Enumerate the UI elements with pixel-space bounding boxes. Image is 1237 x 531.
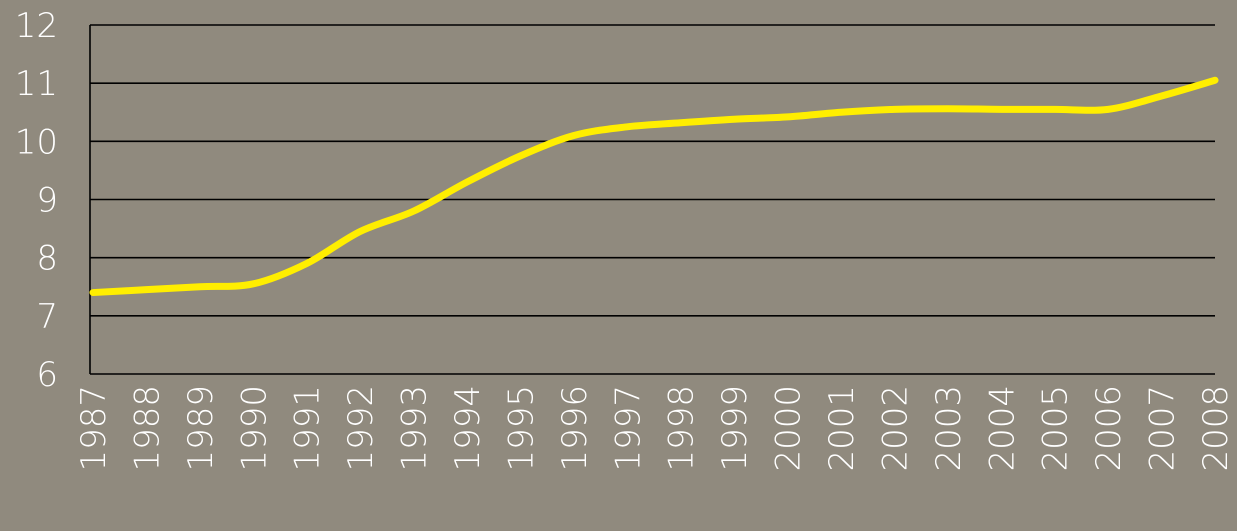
grid-lines bbox=[90, 24, 1215, 375]
series-line bbox=[89, 76, 1219, 297]
x-tick-label: 1993 bbox=[395, 385, 435, 472]
y-tick-label: 12 bbox=[15, 6, 58, 46]
x-tick-label: 2003 bbox=[929, 385, 969, 472]
x-tick-label: 1992 bbox=[341, 385, 381, 472]
y-tick-label: 9 bbox=[36, 181, 58, 221]
series-layer bbox=[89, 76, 1219, 297]
x-tick-label: 2005 bbox=[1036, 385, 1076, 472]
x-tick-label: 2002 bbox=[875, 385, 915, 472]
y-axis: 6 7 8 9 10 11 12 bbox=[15, 6, 91, 395]
x-tick-label: 1994 bbox=[448, 385, 488, 472]
x-tick-label: 2004 bbox=[982, 385, 1022, 472]
y-tick-label: 10 bbox=[15, 122, 58, 162]
x-tick-label: 1991 bbox=[288, 385, 328, 472]
x-tick-label: 2006 bbox=[1089, 385, 1129, 472]
x-tick-label: 2007 bbox=[1143, 385, 1183, 472]
x-tick-label: 2001 bbox=[822, 385, 862, 472]
x-tick-label: 1988 bbox=[127, 385, 167, 472]
y-tick-label: 8 bbox=[36, 239, 58, 279]
x-tick-label: 1987 bbox=[74, 385, 114, 472]
x-tick-label: 1998 bbox=[662, 385, 702, 472]
x-tick-label: 1989 bbox=[181, 385, 221, 472]
y-tick-label: 7 bbox=[36, 297, 58, 337]
x-tick-label: 1995 bbox=[501, 385, 541, 472]
y-tick-label: 11 bbox=[15, 64, 58, 104]
x-tick-label: 1996 bbox=[555, 385, 595, 472]
x-axis: 1987 1988 1989 1990 1991 1992 1993 1994 1995 1996… bbox=[74, 385, 1236, 472]
x-tick-label: 1997 bbox=[608, 385, 648, 472]
x-tick-label: 1999 bbox=[715, 385, 755, 472]
x-tick-label: 1990 bbox=[234, 385, 274, 472]
y-tick-label: 6 bbox=[36, 355, 58, 395]
x-tick-label: 2008 bbox=[1196, 385, 1236, 472]
x-tick-label: 2000 bbox=[769, 385, 809, 472]
